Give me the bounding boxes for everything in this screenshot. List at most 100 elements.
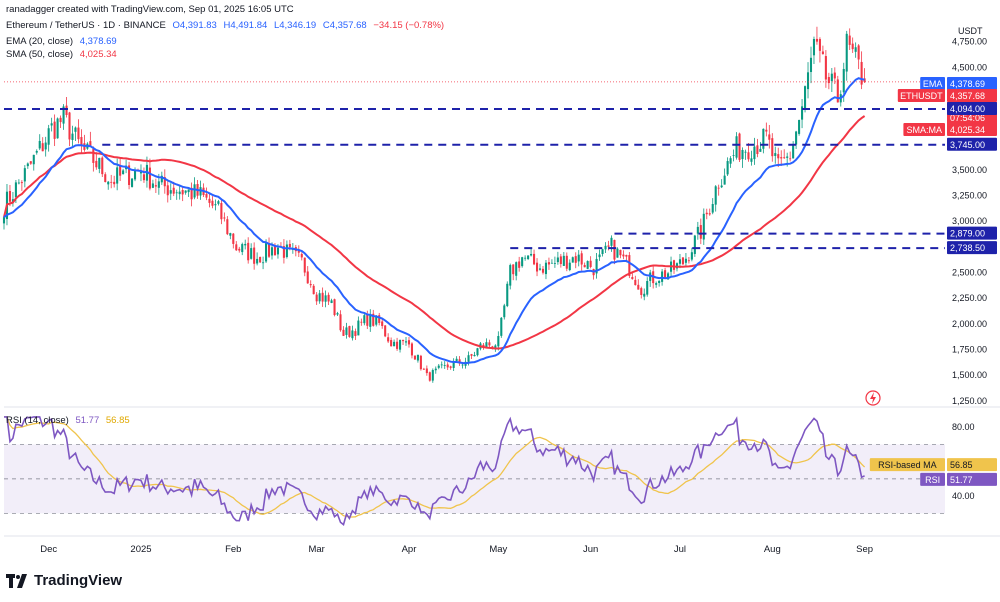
candle-body bbox=[101, 157, 104, 175]
candle-body bbox=[806, 72, 810, 90]
candle-body bbox=[851, 43, 854, 50]
candle-body bbox=[815, 38, 818, 42]
ema-price-tag-name: EMA bbox=[923, 79, 943, 89]
candle-body bbox=[172, 187, 175, 194]
candle-body bbox=[217, 201, 220, 204]
candle-body bbox=[253, 247, 256, 264]
candle-body bbox=[458, 359, 461, 364]
candle-body bbox=[735, 136, 738, 158]
candles bbox=[2, 26, 866, 383]
candle-body bbox=[59, 117, 62, 123]
candle-body bbox=[151, 183, 154, 188]
candle-body bbox=[527, 255, 530, 260]
candle-body bbox=[574, 256, 577, 263]
candle-body bbox=[110, 181, 113, 183]
candle-body bbox=[801, 106, 804, 120]
last-price-tag-name-bg bbox=[897, 89, 945, 102]
candle-body bbox=[434, 368, 437, 371]
candle-body bbox=[437, 365, 440, 368]
x-tick-label: Aug bbox=[764, 544, 781, 555]
candle-body bbox=[29, 161, 32, 164]
tradingview-logo[interactable]: TradingView bbox=[6, 572, 122, 589]
alert-icon-bolt bbox=[870, 392, 876, 404]
candle-body bbox=[488, 342, 491, 346]
candle-body bbox=[77, 127, 80, 140]
candle-body bbox=[50, 123, 53, 126]
candle-body bbox=[705, 212, 708, 215]
candle-body bbox=[774, 153, 777, 156]
candle-body bbox=[827, 77, 830, 84]
candle-body bbox=[160, 175, 163, 183]
candle-body bbox=[568, 262, 571, 271]
candle-body bbox=[491, 346, 494, 348]
candle-body bbox=[467, 355, 470, 362]
candle-body bbox=[390, 340, 393, 347]
sma-legend[interactable]: SMA (50, close) 4,025.34 bbox=[6, 49, 117, 60]
candle-body bbox=[649, 272, 652, 281]
candle-body bbox=[208, 198, 211, 203]
candle-body bbox=[631, 277, 634, 280]
candle-body bbox=[583, 265, 586, 268]
symbol-title[interactable]: Ethereum / TetherUS · 1D · BINANCE bbox=[6, 20, 166, 31]
y-tick-label: 3,500.00 bbox=[952, 165, 987, 175]
candle-body bbox=[226, 219, 229, 235]
candle-body bbox=[330, 300, 333, 303]
candle-body bbox=[780, 157, 783, 159]
rsi-tag-name: RSI bbox=[925, 475, 940, 485]
rsi-legend[interactable]: RSI (14, close) 51.77 56.85 bbox=[6, 415, 130, 426]
candle-body bbox=[422, 368, 425, 370]
candle-body bbox=[247, 242, 250, 261]
candle-body bbox=[848, 35, 851, 45]
candle-body bbox=[812, 39, 816, 56]
attribution-text: ranadagger created with TradingView.com,… bbox=[6, 4, 294, 15]
candle-body bbox=[485, 342, 488, 348]
candle-body bbox=[678, 259, 682, 264]
candle-body bbox=[717, 187, 720, 189]
candle-body bbox=[497, 336, 500, 347]
candle-body bbox=[836, 79, 839, 103]
candle-body bbox=[753, 146, 756, 160]
candle-body bbox=[857, 45, 860, 60]
candle-body bbox=[318, 293, 321, 302]
candle-body bbox=[461, 364, 464, 366]
candle-body bbox=[616, 248, 619, 258]
candle-body bbox=[809, 57, 813, 73]
candle-body bbox=[372, 313, 375, 326]
rsi-legend-label: RSI (14, close) bbox=[6, 415, 69, 426]
candle-body bbox=[622, 254, 625, 257]
ema-legend[interactable]: EMA (20, close) 4,378.69 bbox=[6, 36, 117, 47]
candle-body bbox=[345, 327, 348, 335]
candle-body bbox=[702, 213, 705, 240]
x-tick-label: Feb bbox=[225, 544, 241, 555]
candle-body bbox=[598, 254, 601, 258]
candle-body bbox=[205, 193, 208, 198]
candle-body bbox=[732, 155, 735, 156]
candle-body bbox=[148, 167, 151, 189]
candle-body bbox=[562, 255, 565, 266]
candle-body bbox=[238, 248, 241, 251]
candle-body bbox=[708, 213, 711, 215]
candle-body bbox=[267, 243, 271, 257]
rsi-tag: 51.77 bbox=[950, 475, 973, 485]
candle-body bbox=[738, 133, 741, 160]
candle-body bbox=[232, 233, 235, 244]
candle-body bbox=[229, 233, 232, 236]
candle-body bbox=[23, 168, 26, 182]
ema-line bbox=[3, 77, 865, 365]
candle-body bbox=[658, 280, 661, 283]
candle-body bbox=[35, 150, 38, 153]
candle-body bbox=[32, 154, 35, 165]
candle-body bbox=[509, 265, 512, 286]
candle-body bbox=[384, 325, 387, 337]
candle-body bbox=[187, 189, 190, 193]
candle-body bbox=[765, 129, 768, 132]
candle-body bbox=[154, 185, 157, 187]
candle-body bbox=[610, 237, 613, 246]
rsi-ma-tag-name: RSI-based MA bbox=[878, 460, 937, 470]
candle-body bbox=[312, 285, 315, 295]
candle-body bbox=[863, 78, 866, 82]
tradingview-wordmark: TradingView bbox=[34, 572, 123, 589]
candle-body bbox=[726, 161, 729, 175]
level-3745-tag: 3,745.00 bbox=[950, 140, 985, 150]
